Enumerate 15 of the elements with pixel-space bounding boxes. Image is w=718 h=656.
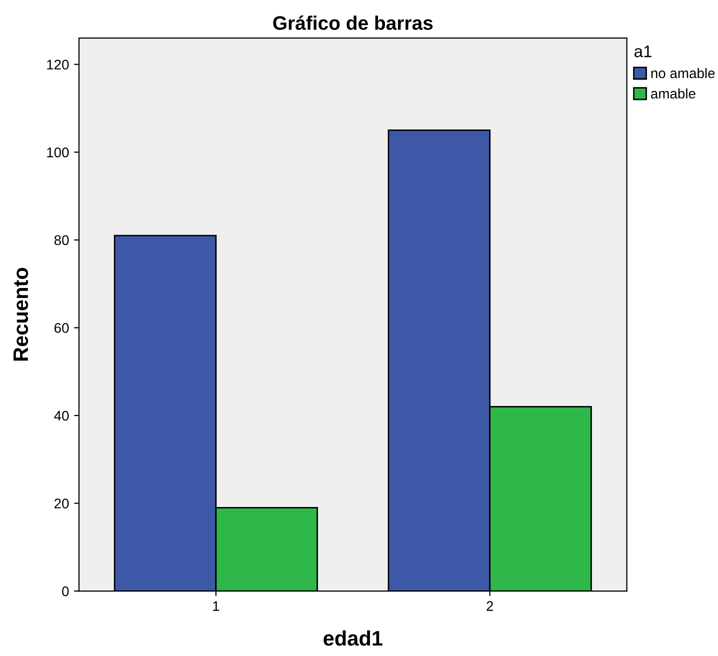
y-tick-label: 0 <box>62 586 69 596</box>
legend-label: no amable <box>651 68 715 78</box>
y-axis-title: Recuento <box>14 268 28 361</box>
y-tick-label: 80 <box>54 235 69 246</box>
legend-title: a1 <box>634 46 652 58</box>
legend-label: amable <box>651 88 696 99</box>
chart-title: Gráfico de barras <box>273 15 433 30</box>
y-tick-label: 20 <box>54 498 69 508</box>
y-tick-label: 120 <box>47 60 69 70</box>
x-axis-title: edad1 <box>324 630 382 646</box>
y-tick-label: 100 <box>47 147 69 158</box>
y-tick-label: 60 <box>54 323 69 333</box>
x-tick-label: 1 <box>213 601 220 611</box>
y-tick-label: 40 <box>54 410 69 421</box>
x-tick-label: 2 <box>486 601 494 611</box>
